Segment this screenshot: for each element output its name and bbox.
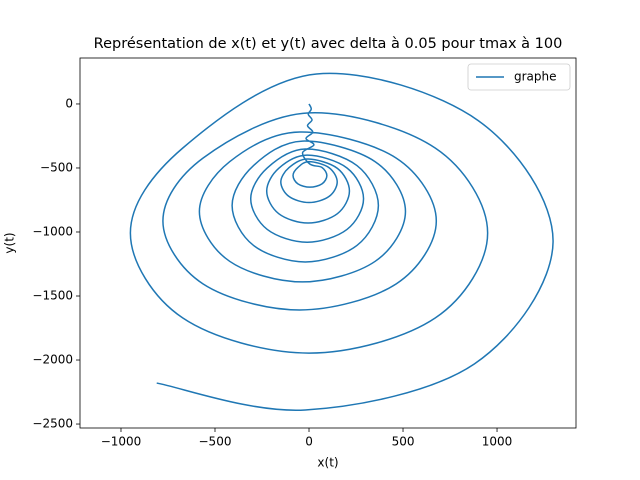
- legend-label: graphe: [514, 70, 557, 84]
- legend-box: [467, 63, 571, 91]
- y-tick-label: −500: [40, 160, 73, 174]
- x-tick-label: 0: [305, 435, 313, 449]
- y-tick-label: −1000: [32, 224, 73, 238]
- y-tick-label: 0: [65, 96, 73, 110]
- plot-frame: [79, 57, 577, 429]
- line: [129, 72, 554, 411]
- y-tick-label: −2500: [32, 417, 73, 431]
- x-tick-label: −500: [199, 435, 232, 449]
- y-tick-label: −2000: [32, 353, 73, 367]
- x-tick-label: −1000: [101, 435, 142, 449]
- x-tick-label: 500: [392, 435, 415, 449]
- x-axis-label: x(t): [317, 456, 338, 470]
- y-tick-label: −1500: [32, 289, 73, 303]
- x-tick-label: 1000: [482, 435, 513, 449]
- y-axis-label: y(t): [3, 232, 17, 253]
- chart-title: Représentation de x(t) et y(t) avec delt…: [94, 36, 563, 52]
